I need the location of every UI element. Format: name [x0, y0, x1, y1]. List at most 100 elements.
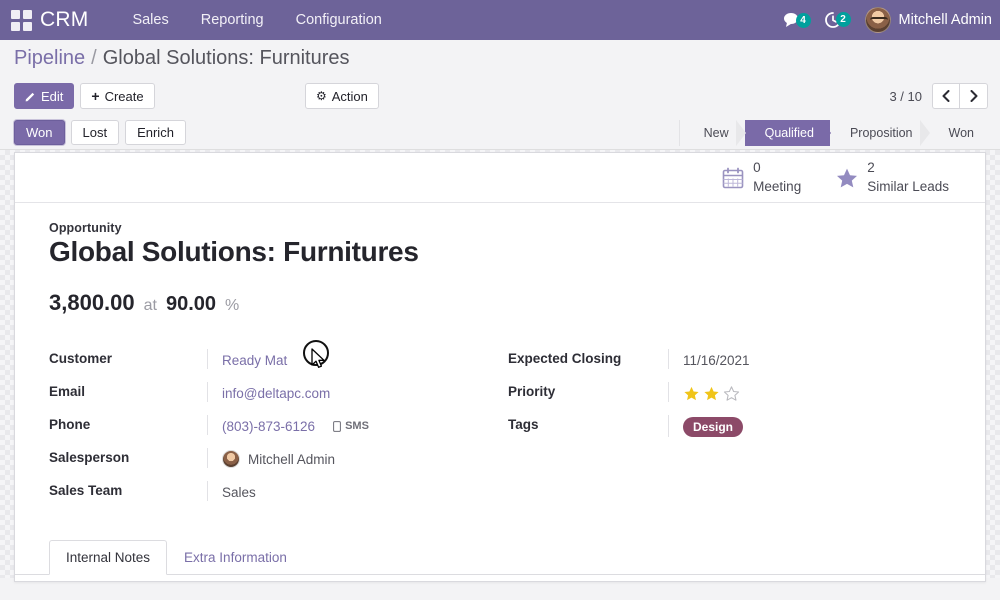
expected-closing-value[interactable]: 11/16/2021	[683, 352, 750, 368]
expected-closing-value-cell: 11/16/2021	[668, 349, 951, 369]
messages-badge: 4	[795, 13, 811, 28]
control-panel: Edit + Create ⚙ Action 3 / 10	[0, 76, 1000, 116]
nav-menu-configuration[interactable]: Configuration	[295, 12, 382, 28]
star-icon	[837, 168, 858, 187]
page-title: Global Solutions: Furnitures	[49, 236, 419, 267]
tags-value-cell: Design	[668, 415, 951, 437]
salesperson-avatar	[222, 450, 240, 468]
nav-menu-sales[interactable]: Sales	[132, 12, 169, 28]
at-separator-label: at	[143, 297, 157, 314]
tab-internal-notes[interactable]: Internal Notes	[49, 540, 168, 575]
notebook-tabs: Internal Notes Extra Information	[15, 540, 985, 575]
expected-revenue-row: 3,800.00 at 90.00 %	[49, 290, 951, 316]
record-body: Opportunity Global Solutions: Furnitures…	[15, 203, 985, 514]
expected-revenue-value[interactable]: 3,800.00	[49, 290, 135, 315]
tag-design[interactable]: Design	[683, 417, 744, 437]
mobile-icon	[333, 420, 341, 432]
phone-value-cell: (803)-873-6126 SMS	[207, 415, 500, 435]
app-brand-crm[interactable]: CRM	[40, 8, 89, 31]
meeting-label: Meeting	[753, 178, 802, 194]
user-name-label: Mitchell Admin	[898, 12, 992, 28]
activities-button[interactable]: 2	[819, 10, 851, 30]
field-column-left: Customer Ready Mat Email info@deltapc.co…	[49, 349, 500, 514]
pager: 3 / 10	[889, 83, 988, 109]
field-row-customer: Customer Ready Mat	[49, 349, 500, 382]
breadcrumb-current: Global Solutions: Furnitures	[102, 46, 350, 69]
status-action-row: Won Lost Enrich New Qualified Propositio…	[0, 116, 1000, 150]
star-filled-icon[interactable]	[703, 385, 720, 402]
chevron-right-icon	[970, 90, 977, 102]
field-row-sales-team: Sales Team Sales	[49, 481, 500, 514]
customer-value[interactable]: Ready Mat	[222, 352, 288, 368]
similar-leads-count: 2	[867, 160, 875, 176]
stat-button-box: 0 Meeting 2 Similar Leads	[15, 153, 985, 203]
apps-grid-icon[interactable]	[10, 9, 32, 31]
email-label: Email	[49, 384, 86, 399]
user-menu[interactable]: Mitchell Admin	[864, 7, 992, 33]
create-button[interactable]: + Create	[80, 83, 155, 109]
action-button-label: Action	[331, 88, 368, 104]
enrich-button[interactable]: Enrich	[125, 120, 186, 145]
send-sms-button[interactable]: SMS	[333, 420, 369, 432]
meeting-stat-text: 0 Meeting	[753, 159, 801, 196]
navbar-right-group: 4 2 Mitchell Admin	[779, 0, 992, 40]
pager-previous-button[interactable]	[932, 83, 960, 109]
sales-team-value[interactable]: Sales	[222, 484, 256, 500]
stage-qualified[interactable]: Qualified	[744, 120, 832, 146]
sms-label: SMS	[345, 420, 369, 432]
probability-value[interactable]: 90.00	[165, 293, 217, 315]
salesperson-label: Salesperson	[49, 450, 130, 465]
star-empty-icon[interactable]	[723, 385, 740, 402]
email-value[interactable]: info@deltapc.com	[222, 385, 331, 401]
priority-label: Priority	[508, 384, 556, 399]
similar-leads-stat-text: 2 Similar Leads	[867, 159, 949, 196]
field-column-right: Expected Closing 11/16/2021 Priority	[500, 349, 951, 514]
form-view-background: 0 Meeting 2 Similar Leads Opportunity Gl…	[0, 150, 1000, 582]
breadcrumb-root-pipeline[interactable]: Pipeline	[14, 46, 86, 69]
email-value-cell: info@deltapc.com	[207, 382, 500, 402]
breadcrumb-separator: /	[91, 46, 97, 69]
stage-proposition[interactable]: Proposition	[830, 120, 930, 146]
meeting-stat-button[interactable]: 0 Meeting	[721, 159, 801, 196]
chat-bubble-icon	[783, 13, 798, 27]
sales-team-value-cell: Sales	[207, 481, 500, 501]
messages-button[interactable]: 4	[779, 11, 811, 29]
pager-next-button[interactable]	[960, 83, 988, 109]
similar-leads-stat-button[interactable]: 2 Similar Leads	[835, 159, 949, 196]
record-sheet: 0 Meeting 2 Similar Leads Opportunity Gl…	[14, 152, 986, 582]
phone-label: Phone	[49, 417, 91, 432]
tab-extra-information[interactable]: Extra Information	[184, 550, 287, 565]
edit-button[interactable]: Edit	[14, 83, 75, 109]
meeting-count: 0	[753, 160, 761, 176]
breadcrumb: Pipeline / Global Solutions: Furnitures	[0, 40, 1000, 76]
apps-grid-cell	[22, 21, 32, 31]
field-row-expected-closing: Expected Closing 11/16/2021	[508, 349, 951, 382]
priority-value-cell	[668, 382, 951, 402]
pager-buttons	[932, 83, 988, 109]
field-row-email: Email info@deltapc.com	[49, 382, 500, 415]
nav-menu-reporting[interactable]: Reporting	[200, 12, 264, 28]
stage-won[interactable]: Won	[948, 126, 974, 140]
mark-won-button[interactable]: Won	[14, 120, 65, 145]
stage-new[interactable]: New	[684, 120, 746, 146]
mark-lost-button[interactable]: Lost	[70, 120, 120, 145]
create-button-label: Create	[104, 88, 144, 104]
phone-value[interactable]: (803)-873-6126	[222, 418, 316, 434]
chevron-left-icon	[942, 90, 950, 102]
avatar	[864, 7, 891, 33]
field-grid: Customer Ready Mat Email info@deltapc.co…	[49, 349, 951, 514]
activities-badge: 2	[835, 12, 851, 27]
calendar-icon	[722, 167, 744, 188]
pager-counter: 3 / 10	[889, 88, 922, 104]
edit-button-label: Edit	[41, 88, 64, 104]
customer-label: Customer	[49, 351, 113, 366]
apps-grid-cell	[10, 9, 20, 19]
action-button[interactable]: ⚙ Action	[305, 83, 379, 109]
apps-grid-cell	[22, 9, 32, 19]
star-filled-icon[interactable]	[683, 385, 700, 402]
salesperson-value[interactable]: Mitchell Admin	[248, 451, 336, 467]
percent-symbol: %	[225, 297, 240, 314]
similar-leads-label: Similar Leads	[867, 178, 949, 194]
top-navbar: CRM Sales Reporting Configuration 4 2 Mi…	[0, 0, 1000, 40]
priority-stars[interactable]	[683, 385, 740, 402]
